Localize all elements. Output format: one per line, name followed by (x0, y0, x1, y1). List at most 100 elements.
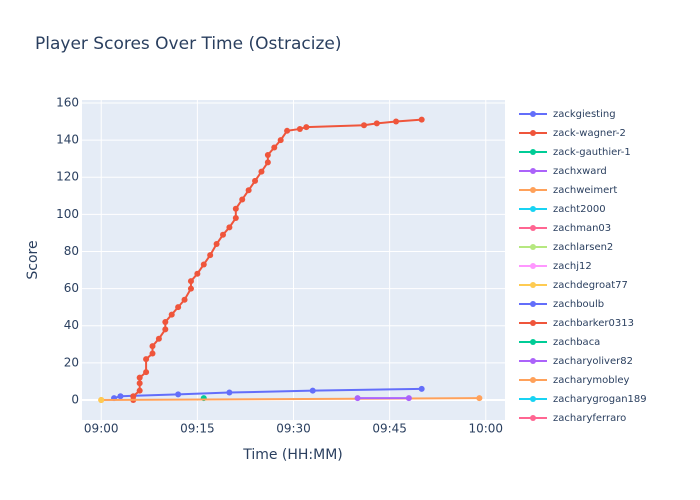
series-line (132, 118, 422, 400)
data-point (162, 318, 169, 325)
data-point (200, 261, 207, 268)
data-point (418, 385, 425, 392)
data-point (393, 118, 400, 125)
x-tick-label: 09:00 (84, 422, 119, 436)
legend-marker (530, 377, 536, 383)
data-point (187, 285, 194, 292)
x-tick-label: 09:30 (276, 422, 311, 436)
y-tick-label: 160 (56, 95, 79, 109)
data-point (239, 196, 246, 203)
legend-label: zachlarsen2 (553, 242, 613, 253)
data-point (418, 116, 425, 123)
legend-marker (530, 168, 536, 174)
legend-label: zack-gauthier-1 (553, 147, 631, 158)
x-tick-label: 10:00 (468, 422, 503, 436)
legend-label: zachweimert (553, 185, 617, 196)
data-point (258, 168, 265, 175)
legend-marker (530, 282, 536, 288)
data-point (226, 389, 233, 396)
x-tick-label: 09:45 (372, 422, 407, 436)
y-tick-label: 140 (56, 133, 79, 147)
data-point (117, 393, 124, 400)
x-tick-label: 09:15 (180, 422, 215, 436)
data-point (264, 159, 271, 166)
legend-marker (530, 263, 536, 269)
legend-label: zachdegroat77 (553, 280, 628, 291)
y-tick-label: 20 (64, 355, 79, 369)
data-point (226, 224, 233, 231)
data-point (303, 124, 310, 131)
data-point (284, 127, 291, 134)
data-point (181, 296, 188, 303)
y-tick-label: 60 (64, 281, 79, 295)
y-axis-title: Score (25, 240, 41, 279)
data-point (245, 187, 252, 194)
legend-marker (530, 149, 536, 155)
data-point (476, 395, 483, 402)
legend-label: zachj12 (553, 261, 592, 272)
legend-marker (530, 301, 536, 307)
data-point (187, 278, 194, 285)
data-point (232, 205, 239, 212)
legend-label: zacharygrogan189 (553, 394, 647, 405)
series-line (101, 397, 480, 401)
y-tick-label: 80 (64, 244, 79, 258)
chart-title: Player Scores Over Time (Ostracize) (35, 34, 342, 54)
legend-marker (530, 206, 536, 212)
data-point (194, 270, 201, 277)
data-point (213, 241, 220, 248)
legend-marker (530, 225, 536, 231)
legend-marker (530, 358, 536, 364)
legend-label: zachboulb (553, 299, 604, 310)
legend-label: zachxward (553, 166, 607, 177)
legend-label: zack-wagner-2 (553, 128, 626, 139)
y-tick-label: 40 (64, 318, 79, 332)
legend-marker (530, 415, 536, 421)
data-point (354, 395, 361, 402)
legend-marker (530, 244, 536, 250)
legend-label: zacharyoliver82 (553, 356, 633, 367)
data-point (143, 356, 150, 363)
legend-marker (530, 187, 536, 193)
legend-label: zacharyferraro (553, 413, 626, 424)
legend-label: zachbaca (553, 337, 600, 348)
data-point (130, 393, 137, 400)
data-point (149, 343, 156, 350)
data-point (373, 120, 380, 127)
legend: zackgiesting zack-wagner-2 zack-gauthier-1… (519, 109, 647, 424)
legend-marker (530, 111, 536, 117)
data-point (143, 369, 150, 376)
legend-marker (530, 339, 536, 345)
data-point (277, 137, 284, 144)
y-tick-label: 100 (56, 207, 79, 221)
data-point (232, 215, 239, 222)
legend-label: zachbarker0313 (553, 318, 634, 329)
data-point (98, 396, 105, 403)
data-point (162, 326, 169, 333)
data-point (264, 151, 271, 158)
data-point (252, 177, 259, 184)
legend-label: zacharymobley (553, 375, 630, 386)
y-tick-label: 120 (56, 170, 79, 184)
legend-label: zacht2000 (553, 204, 606, 215)
legend-marker (530, 130, 536, 136)
data-point (155, 335, 162, 342)
legend-label: zackgiesting (553, 109, 616, 120)
data-point (309, 387, 316, 394)
legend-marker (530, 396, 536, 402)
data-point (149, 350, 156, 357)
data-point (405, 395, 412, 402)
legend-label: zachman03 (553, 223, 611, 234)
legend-marker (530, 320, 536, 326)
data-point (207, 252, 214, 259)
data-point (136, 387, 143, 394)
data-point (220, 231, 226, 238)
data-point (271, 144, 278, 151)
data-point (136, 380, 143, 387)
data-point (175, 391, 182, 398)
x-axis-title: Time (HH:MM) (242, 447, 343, 463)
data-point (168, 311, 175, 318)
data-point (361, 122, 367, 129)
y-tick-label: 0 (71, 392, 79, 406)
